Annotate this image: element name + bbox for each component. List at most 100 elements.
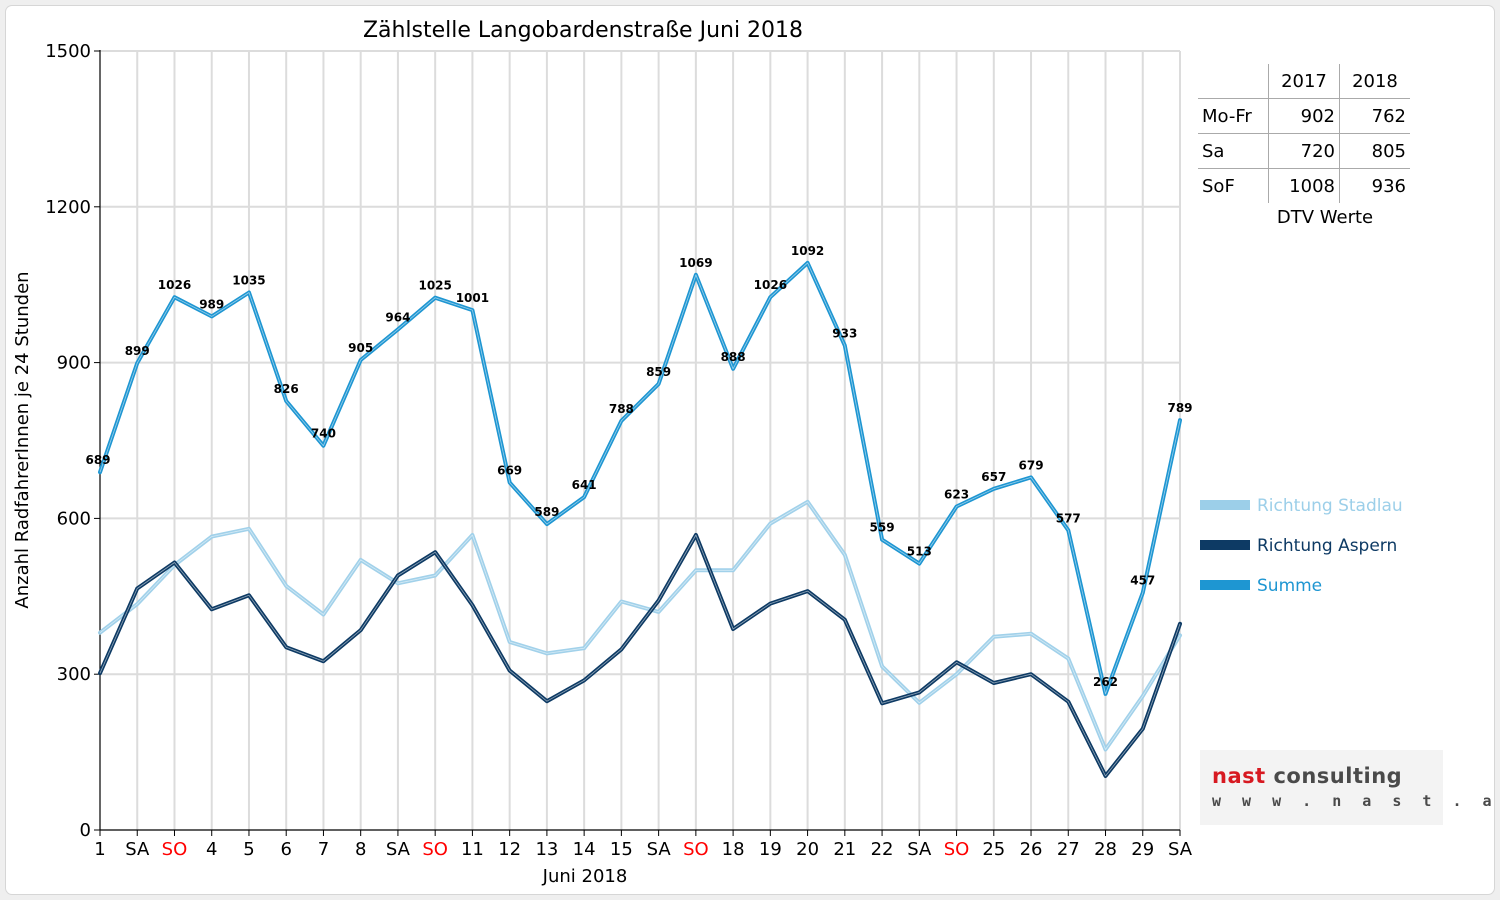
x-tick-label: 13 [535, 839, 558, 860]
logo-wordmark: nast consulting [1212, 764, 1402, 788]
dtv-cell: 805 [1371, 140, 1406, 162]
x-tick-label: 27 [1057, 839, 1080, 860]
x-tick-label: 7 [318, 839, 329, 860]
legend-label: Summe [1257, 576, 1322, 596]
y-tick-label: 0 [80, 820, 91, 841]
series-line-highlight-2 [99, 534, 1181, 777]
dtv-caption: DTV Werte [1276, 207, 1374, 228]
x-tick-label: 6 [280, 839, 291, 860]
x-tick-label: 12 [498, 839, 521, 860]
dtv-cell: 720 [1268, 133, 1340, 169]
series-line-2 [98, 533, 1182, 778]
data-label: 1069 [679, 256, 712, 270]
x-tick-label: 20 [796, 839, 819, 860]
series-line-highlight-3 [99, 262, 1181, 695]
data-label: 826 [274, 382, 299, 396]
dtv-cell: 902 [1268, 98, 1340, 134]
y-tick-label: 1200 [45, 197, 91, 218]
axes: 0 300 600 900 1200 1500 1 SA SO 4 5 6 7 8 SA SO 11 12 13 14… [45, 41, 1193, 860]
y-axis-label: Anzahl RadfahrerInnen je 24 Stunden [12, 271, 33, 608]
data-label: 1001 [456, 291, 489, 305]
legend-swatch [1200, 580, 1250, 590]
series-line-highlight-1 [99, 501, 1181, 750]
data-label: 669 [497, 464, 522, 478]
y-tick-label: 300 [57, 664, 91, 685]
x-tick-label: 5 [243, 839, 254, 860]
dtv-header-2017: 2017 [1268, 64, 1340, 99]
data-label: 657 [981, 470, 1006, 484]
y-tick-label: 600 [57, 508, 91, 529]
y-tick-label: 900 [57, 353, 91, 374]
data-label: 689 [85, 453, 110, 467]
data-label: 859 [646, 365, 671, 379]
legend: Richtung Stadlau Richtung Aspern Summe [1200, 496, 1403, 596]
dtv-cell: 936 [1371, 175, 1406, 197]
dtv-header-2018: 2018 [1352, 70, 1398, 92]
data-label: 559 [870, 521, 895, 535]
x-tick-label: 25 [982, 839, 1005, 860]
data-label: 905 [348, 341, 373, 355]
x-tick-label: 18 [722, 839, 745, 860]
dtv-row-label: SoF [1198, 168, 1269, 203]
x-tick-label: 19 [759, 839, 782, 860]
x-tick-label: SO [944, 839, 970, 860]
data-label: 589 [534, 505, 559, 519]
dtv-row-label: Mo-Fr [1198, 98, 1269, 134]
legend-swatch [1200, 500, 1250, 510]
x-tick-label: SA [125, 839, 150, 860]
x-tick-label: SA [647, 839, 672, 860]
data-label: 1026 [158, 278, 191, 292]
data-labels: 689 899 1026 989 1035 826 740 905 964 1025 1001 669… [85, 244, 1192, 689]
x-tick-label: 28 [1094, 839, 1117, 860]
legend-swatch [1200, 540, 1250, 550]
data-label: 933 [832, 326, 857, 340]
data-label: 577 [1056, 511, 1081, 525]
data-label: 679 [1019, 458, 1044, 472]
x-tick-label: 14 [573, 839, 596, 860]
data-label: 1035 [232, 273, 265, 287]
data-label: 789 [1167, 401, 1192, 415]
data-label: 1026 [754, 278, 787, 292]
data-label: 989 [199, 297, 224, 311]
x-tick-label: SA [907, 839, 932, 860]
data-label: 513 [907, 545, 932, 559]
x-tick-label: SO [162, 839, 188, 860]
x-tick-label: SO [683, 839, 709, 860]
series-line-3 [98, 260, 1182, 696]
x-tick-label: 21 [833, 839, 856, 860]
legend-label: Richtung Aspern [1257, 536, 1397, 556]
data-label: 1025 [418, 279, 451, 293]
logo-word-nast: nast [1212, 764, 1266, 788]
x-axis-label: Juni 2018 [542, 866, 628, 887]
x-tick-label: 22 [871, 839, 894, 860]
logo-word-consulting: consulting [1273, 764, 1403, 788]
x-tick-label: 26 [1020, 839, 1043, 860]
x-tick-label: SA [386, 839, 411, 860]
data-label: 641 [572, 478, 597, 492]
x-tick-label: 1 [94, 839, 105, 860]
data-label: 262 [1093, 675, 1118, 689]
x-tick-label: 4 [206, 839, 217, 860]
grid [100, 50, 1181, 830]
logo-url: w w w . n a s t . a t [1212, 792, 1500, 810]
data-label: 740 [311, 427, 336, 441]
data-label: 899 [125, 344, 150, 358]
data-label: 964 [385, 310, 410, 324]
dtv-row-label: Sa [1198, 133, 1269, 169]
x-tick-label: SO [422, 839, 448, 860]
data-label: 623 [944, 487, 969, 501]
dtv-cell: 1008 [1268, 168, 1340, 203]
data-label: 788 [609, 402, 634, 416]
data-label: 457 [1130, 574, 1155, 588]
x-tick-label: SA [1168, 839, 1193, 860]
data-label: 1092 [791, 244, 824, 258]
chart-title: Zählstelle Langobardenstraße Juni 2018 [363, 18, 803, 43]
x-tick-label: 29 [1131, 839, 1154, 860]
x-tick-label: 8 [355, 839, 366, 860]
dtv-table: 2017 2018 Mo-Fr 902 762 Sa 720 805 SoF 1… [1198, 64, 1412, 228]
dtv-cell: 762 [1371, 105, 1406, 127]
legend-label: Richtung Stadlau [1257, 496, 1403, 516]
company-logo: nast consulting w w w . n a s t . a t [1200, 750, 1500, 825]
series-lines [98, 260, 1182, 778]
